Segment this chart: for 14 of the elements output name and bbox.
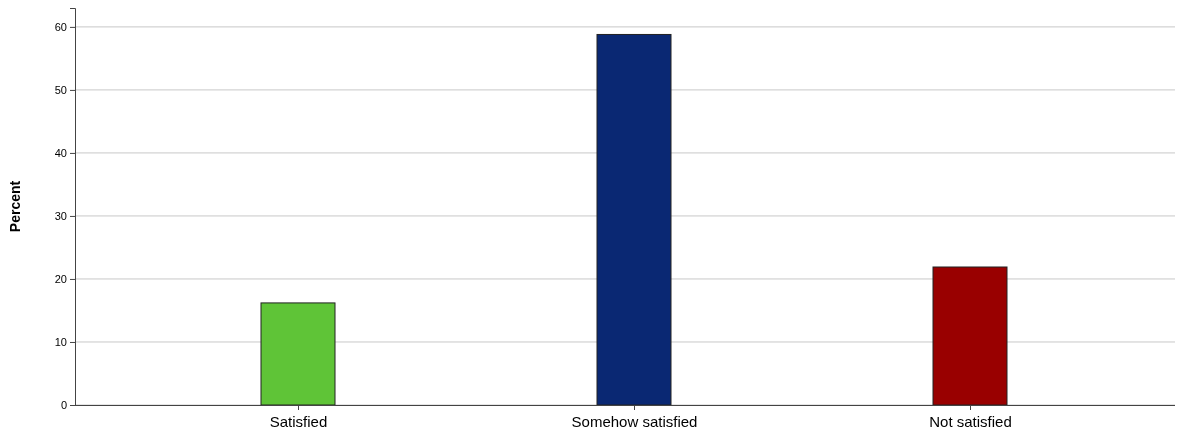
x-tick-label: Not satisfied xyxy=(929,412,1012,430)
y-tick-label: 50 xyxy=(54,83,67,96)
bar xyxy=(260,302,336,406)
y-tick-label: 30 xyxy=(54,209,67,222)
y-tick-label: 10 xyxy=(54,336,67,348)
bar xyxy=(596,33,672,406)
y-axis-title: Percent xyxy=(7,180,23,233)
y-tick-label: 40 xyxy=(54,146,67,159)
x-tick-label: Somehow satisfied xyxy=(571,412,698,430)
y-tick-label: 0 xyxy=(60,399,67,412)
bar xyxy=(932,266,1008,406)
x-tick-label: Satisfied xyxy=(269,412,328,430)
y-tick-label: 60 xyxy=(54,20,67,33)
y-tick-label: 20 xyxy=(54,272,67,285)
